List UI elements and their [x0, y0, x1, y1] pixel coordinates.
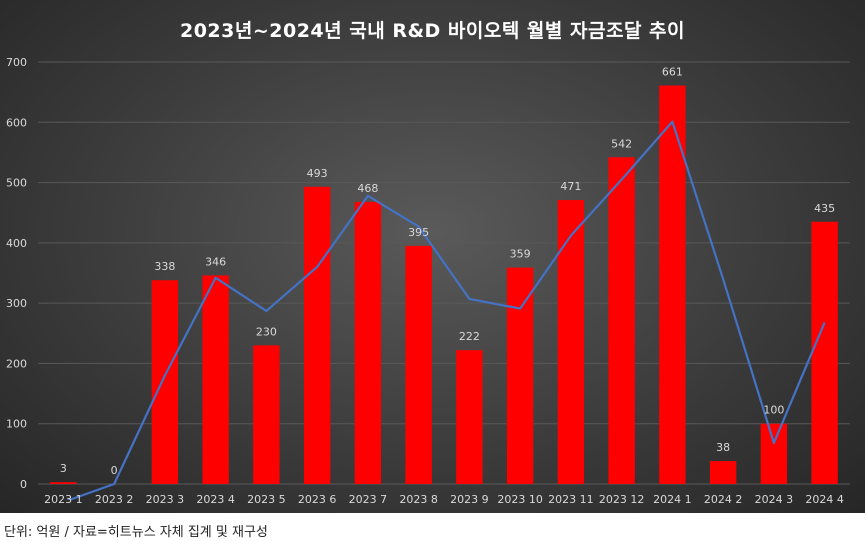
x-tick-label: 2023 1 [44, 493, 83, 506]
bar [151, 280, 179, 484]
x-tick-label: 2023 9 [450, 493, 489, 506]
line-series [65, 120, 826, 500]
data-label: 346 [205, 255, 226, 268]
x-tick-label: 2023 2 [95, 493, 134, 506]
y-axis-ticks: 0 100 200 300 400 500 600 700 [6, 56, 27, 491]
bar [811, 221, 838, 484]
data-label: 338 [154, 260, 175, 273]
y-tick-label: 500 [6, 177, 27, 190]
bar [709, 461, 737, 484]
bar [354, 201, 382, 484]
bar [557, 200, 585, 484]
data-label: 38 [716, 441, 730, 454]
y-tick-label: 700 [6, 56, 27, 69]
x-tick-label: 2023 8 [399, 493, 438, 506]
data-label: 493 [307, 167, 328, 180]
y-tick-label: 300 [6, 297, 27, 310]
x-tick-label: 2023 4 [196, 493, 235, 506]
data-label: 661 [662, 66, 683, 79]
data-labels: 3 0 338 346 230 493 468 395 222 359 471 542 661 38 100… [60, 66, 835, 477]
x-axis-ticks: 2023 1 2023 2 2023 3 2023 4 2023 5 2023 6 2023… [44, 493, 844, 506]
data-label: 471 [560, 180, 581, 193]
bar [456, 350, 483, 484]
bar-series [50, 85, 838, 485]
bar [608, 157, 635, 484]
x-tick-label: 2023 3 [146, 493, 185, 506]
bar [303, 186, 331, 484]
data-label: 359 [510, 248, 531, 261]
x-tick-label: 2023 6 [298, 493, 337, 506]
x-tick-label: 2023 11 [548, 493, 594, 506]
chart-plot: 0 100 200 300 400 500 600 700 3 0 338 346 230 493 468… [6, 56, 850, 506]
data-label: 395 [408, 226, 429, 239]
data-label: 230 [256, 325, 277, 338]
bar [405, 245, 432, 484]
x-tick-label: 2024 2 [704, 493, 743, 506]
x-tick-label: 2024 4 [805, 493, 844, 506]
x-tick-label: 2024 3 [755, 493, 794, 506]
bar [253, 345, 280, 484]
footnote: 단위: 억원 / 자료=히트뉴스 자체 집계 및 재구성 [4, 525, 268, 540]
x-tick-label: 2023 10 [497, 493, 543, 506]
y-tick-label: 100 [6, 418, 27, 431]
data-label: 0 [111, 464, 118, 477]
y-tick-label: 600 [6, 116, 27, 129]
line-series-path [65, 120, 826, 500]
data-label: 3 [60, 462, 67, 475]
bar [506, 267, 534, 484]
y-tick-label: 400 [6, 237, 27, 250]
data-label: 222 [459, 330, 480, 343]
y-tick-label: 0 [20, 478, 27, 491]
data-label: 100 [763, 404, 784, 417]
y-tick-label: 200 [6, 357, 27, 370]
data-label: 468 [357, 182, 378, 195]
data-label: 435 [814, 202, 835, 215]
x-tick-label: 2024 1 [653, 493, 692, 506]
chart-title: 2023년~2024년 국내 R&D 바이오텍 월별 자금조달 추이 [179, 20, 686, 42]
bar [50, 482, 77, 484]
bar [760, 423, 788, 484]
chart-panel [0, 0, 865, 513]
bar [659, 85, 686, 485]
data-label: 542 [611, 137, 632, 150]
bar [202, 275, 229, 484]
x-tick-label: 2023 7 [349, 493, 388, 506]
x-tick-label: 2023 5 [247, 493, 286, 506]
x-tick-label: 2023 12 [599, 493, 645, 506]
